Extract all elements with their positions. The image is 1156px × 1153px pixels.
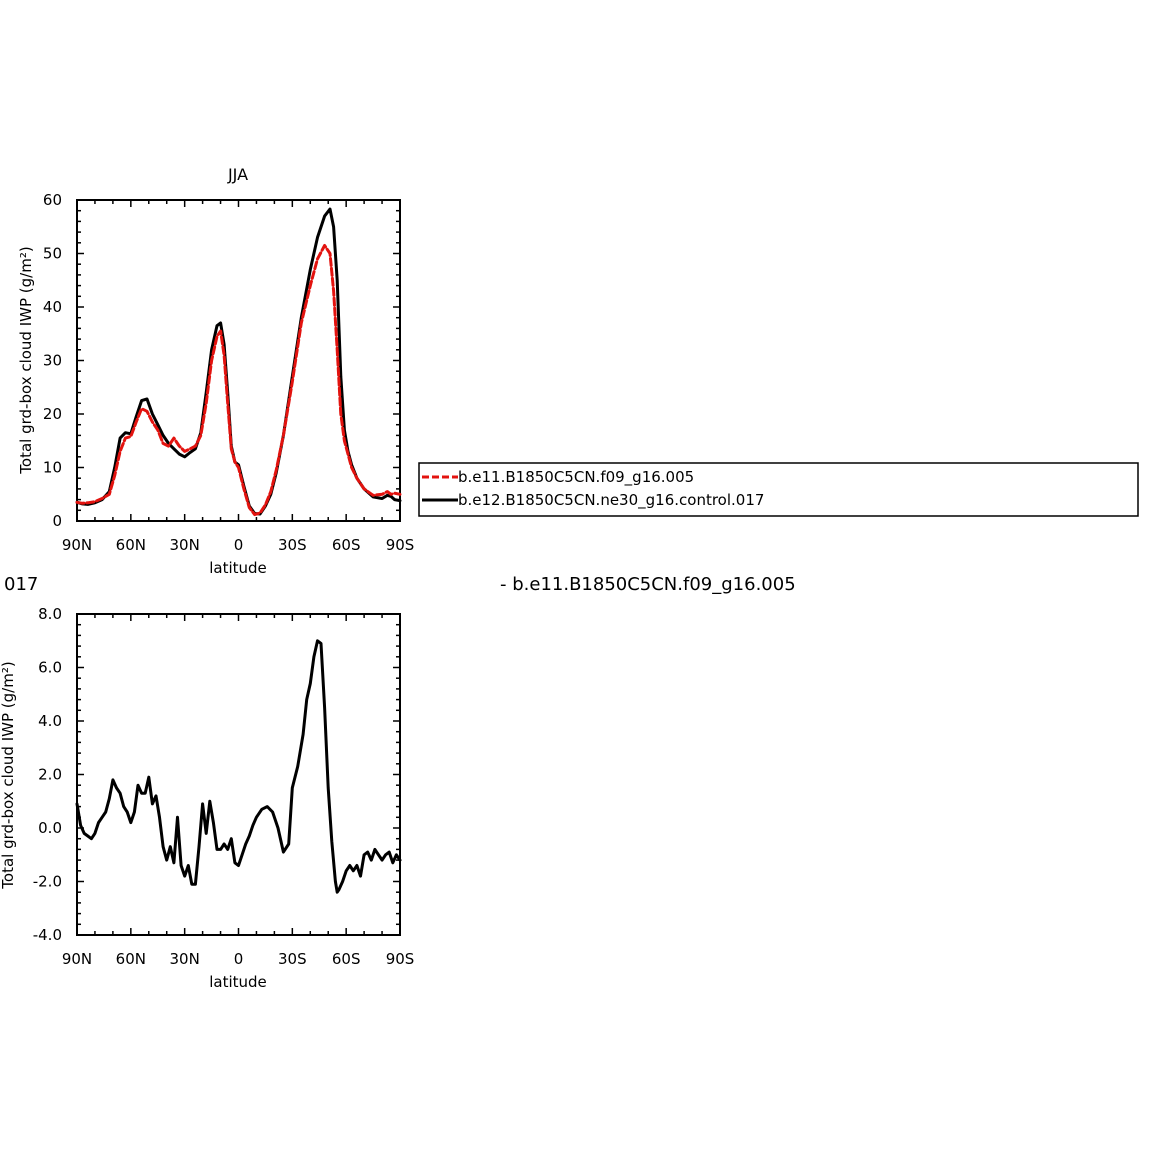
panel-bottom: 017 - b.e11.B1850C5CN.f09_g16.005 90N 60N… bbox=[0, 574, 796, 991]
x-tick-label: 60S bbox=[332, 536, 361, 554]
x-tick-label: 30N bbox=[170, 950, 200, 968]
series-group-top bbox=[75, 207, 402, 517]
x-tick-label: 90S bbox=[386, 950, 415, 968]
series-line-control bbox=[75, 639, 402, 894]
y-tick-label: 0.0 bbox=[38, 819, 62, 837]
y-tick-label: -4.0 bbox=[33, 926, 62, 944]
x-axis-label-bottom: latitude bbox=[209, 973, 267, 991]
panel-top: JJA 90N 60N 30N 0 30S 60S 90S 0 10 20 30 40 50 60 la… bbox=[17, 165, 414, 577]
y-tick-label: 4.0 bbox=[38, 712, 62, 730]
y-tick-label: 6.0 bbox=[38, 659, 62, 677]
x-tick-label: 90S bbox=[386, 536, 415, 554]
series-group-bottom bbox=[75, 639, 402, 894]
y-tick-label: 10 bbox=[43, 459, 62, 477]
x-tick-labels-top: 90N 60N 30N 0 30S 60S 90S bbox=[62, 536, 414, 554]
axes-bottom bbox=[76, 613, 401, 936]
y-tick-label: -2.0 bbox=[33, 873, 62, 891]
axes-top bbox=[76, 199, 401, 522]
y-tick-label: 20 bbox=[43, 405, 62, 423]
x-tick-label: 0 bbox=[234, 950, 244, 968]
difference-header-right: - b.e11.B1850C5CN.f09_g16.005 bbox=[500, 574, 796, 595]
y-tick-labels-top: 0 10 20 30 40 50 60 bbox=[43, 191, 62, 530]
x-tick-label: 60N bbox=[116, 950, 146, 968]
legend-entry-control: b.e12.B1850C5CN.ne30_g16.control.017 bbox=[458, 491, 764, 510]
y-tick-label: 50 bbox=[43, 245, 62, 263]
y-tick-label: 40 bbox=[43, 298, 62, 316]
y-tick-labels-bottom: -4.0 -2.0 0.0 2.0 4.0 6.0 8.0 bbox=[33, 605, 62, 944]
y-axis-label-bottom: Total grd-box cloud IWP (g/m²) bbox=[0, 661, 17, 889]
legend-entry-test: b.e11.B1850C5CN.f09_g16.005 bbox=[458, 468, 694, 487]
y-tick-label: 60 bbox=[43, 191, 62, 209]
legend-box bbox=[418, 462, 1139, 517]
y-tick-label: 8.0 bbox=[38, 605, 62, 623]
x-tick-label: 60N bbox=[116, 536, 146, 554]
x-tick-label: 90N bbox=[62, 536, 92, 554]
x-tick-labels-bottom: 90N 60N 30N 0 30S 60S 90S bbox=[62, 950, 414, 968]
x-tick-label: 90N bbox=[62, 950, 92, 968]
x-tick-label: 30S bbox=[278, 950, 307, 968]
y-tick-label: 2.0 bbox=[38, 766, 62, 784]
plot-frame bbox=[76, 613, 401, 936]
legend: b.e11.B1850C5CN.f09_g16.005 b.e12.B1850C… bbox=[418, 462, 1139, 517]
difference-header-left: 017 bbox=[4, 574, 38, 595]
x-tick-label: 0 bbox=[234, 536, 244, 554]
y-axis-label: Total grd-box cloud IWP (g/m²) bbox=[17, 246, 35, 474]
series-line-test bbox=[75, 244, 402, 517]
x-axis-label: latitude bbox=[209, 559, 267, 577]
x-tick-label: 30S bbox=[278, 536, 307, 554]
plot-frame bbox=[76, 199, 401, 522]
y-tick-label: 30 bbox=[43, 352, 62, 370]
x-tick-label: 30N bbox=[170, 536, 200, 554]
chart-title: JJA bbox=[227, 165, 248, 184]
y-tick-label: 0 bbox=[52, 512, 62, 530]
x-tick-label: 60S bbox=[332, 950, 361, 968]
